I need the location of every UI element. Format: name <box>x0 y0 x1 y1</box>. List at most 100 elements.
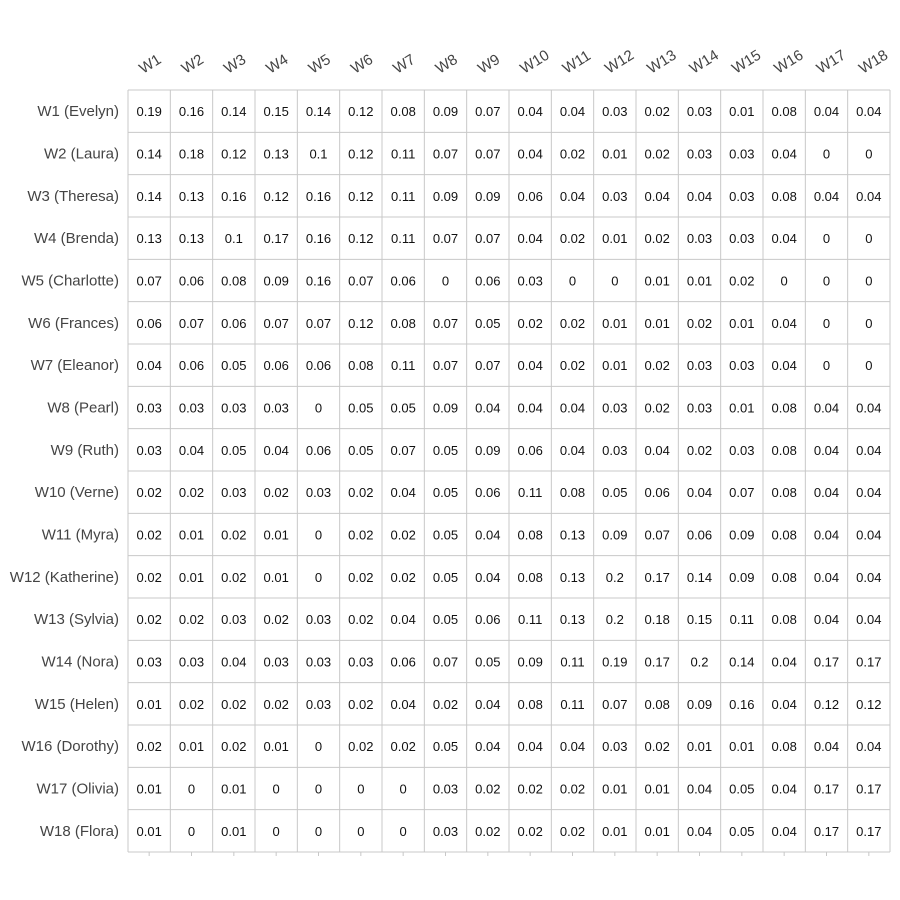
table-cell-value: 0.04 <box>475 401 500 416</box>
table-cell-value: 0.01 <box>729 316 754 331</box>
table-cell-value: 0.03 <box>687 358 712 373</box>
table-cell-value: 0.2 <box>606 612 624 627</box>
table-cell-value: 0 <box>823 358 830 373</box>
table-cell-value: 0.01 <box>602 824 627 839</box>
table-cell-value: 0.13 <box>264 147 289 162</box>
table-cell-value: 0.04 <box>814 443 839 458</box>
table-cell-value: 0.02 <box>348 697 373 712</box>
table-cell-value: 0.02 <box>560 231 585 246</box>
table-cell-value: 0.11 <box>730 612 754 627</box>
row-label: W2 (Laura) <box>44 146 119 163</box>
table-cell-value: 0.04 <box>687 189 712 204</box>
table-cell-value: 0.03 <box>687 401 712 416</box>
table-cell-value: 0.01 <box>645 316 670 331</box>
table-cell-value: 0.06 <box>306 358 331 373</box>
table-cell-value: 0.13 <box>560 528 585 543</box>
table-cell-value: 0.03 <box>179 401 204 416</box>
table-cell-value: 0.04 <box>814 104 839 119</box>
table-cell-value: 0 <box>865 358 872 373</box>
table-grid <box>127 89 891 856</box>
table-cell-value: 0.03 <box>306 485 331 500</box>
table-cell-value: 0 <box>569 274 576 289</box>
table-cell-value: 0 <box>823 231 830 246</box>
table-cell-value: 0.07 <box>475 358 500 373</box>
table-cell-value: 0.07 <box>179 316 204 331</box>
table-cell-value: 0.12 <box>348 316 373 331</box>
table-cell-value: 0.01 <box>137 824 162 839</box>
table-cell-value: 0 <box>781 274 788 289</box>
table-cell-value: 0 <box>273 782 280 797</box>
table-cell-value: 0.16 <box>179 104 204 119</box>
table-cell-value: 0.02 <box>221 528 246 543</box>
table-cell-value: 0.17 <box>814 824 839 839</box>
table-cell-value: 0.01 <box>602 358 627 373</box>
table-cell-value: 0.04 <box>814 570 839 585</box>
table-cell-value: 0.05 <box>433 612 458 627</box>
table-cell-value: 0.02 <box>687 443 712 458</box>
table-cell-value: 0 <box>865 231 872 246</box>
table-cell-value: 0.03 <box>687 147 712 162</box>
table-cell-value: 0.17 <box>814 782 839 797</box>
table-cell-value: 0.14 <box>137 189 162 204</box>
table-cell-value: 0.1 <box>309 147 327 162</box>
table-cell-value: 0.03 <box>137 401 162 416</box>
table-cell-value: 0.04 <box>221 655 246 670</box>
table-cell-value: 0.02 <box>137 570 162 585</box>
table-cell-value: 0.12 <box>264 189 289 204</box>
table-cell-value: 0.02 <box>264 612 289 627</box>
row-label: W18 (Flora) <box>40 823 119 840</box>
table-cell-value: 0.04 <box>772 655 797 670</box>
table-cell-value: 0.04 <box>518 231 543 246</box>
table-cell-value: 0.02 <box>137 528 162 543</box>
table-cell-value: 0.2 <box>690 655 708 670</box>
table-cell-value: 0.11 <box>391 189 415 204</box>
table-cell-value: 0.04 <box>475 739 500 754</box>
table-cell-value: 0.01 <box>264 528 289 543</box>
table-cell-value: 0.04 <box>560 739 585 754</box>
table-cell-value: 0.02 <box>137 739 162 754</box>
table-cell-value: 0.17 <box>814 655 839 670</box>
row-label: W9 (Ruth) <box>51 442 119 459</box>
table-cell-value: 0.05 <box>348 443 373 458</box>
table-cell-value: 0.14 <box>306 104 331 119</box>
table-cell-value: 0.02 <box>179 612 204 627</box>
table-cell-value: 0.04 <box>856 401 881 416</box>
table-cell-value: 0.04 <box>772 358 797 373</box>
table-cell-value: 0.04 <box>645 443 670 458</box>
table-cell-value: 0.02 <box>391 739 416 754</box>
table-cell-value: 0.04 <box>772 782 797 797</box>
table-cell-value: 0 <box>357 824 364 839</box>
table-cell-value: 0.04 <box>179 443 204 458</box>
table-cell-value: 0.02 <box>560 147 585 162</box>
table-cell-value: 0.11 <box>391 231 415 246</box>
table-cell-value: 0.03 <box>729 231 754 246</box>
table-cell-value: 0.04 <box>687 485 712 500</box>
table-cell-value: 0.07 <box>433 358 458 373</box>
table-cell-value: 0.02 <box>391 570 416 585</box>
column-label: W15 <box>729 47 764 78</box>
table-cell-value: 0.05 <box>729 782 754 797</box>
table-cell-value: 0.03 <box>729 147 754 162</box>
table-cell-value: 0 <box>865 274 872 289</box>
table-cell-value: 0.04 <box>391 485 416 500</box>
table-cell-value: 0.07 <box>306 316 331 331</box>
table-cell-value: 0.05 <box>475 655 500 670</box>
row-label: W4 (Brenda) <box>34 230 119 247</box>
table-cell-value: 0.04 <box>560 189 585 204</box>
table-cell-value: 0 <box>611 274 618 289</box>
table-cell-value: 0.07 <box>433 147 458 162</box>
table-cell-value: 0 <box>273 824 280 839</box>
table-cell-value: 0 <box>865 316 872 331</box>
table-cell-value: 0.04 <box>856 443 881 458</box>
table-cell-value: 0.09 <box>518 655 543 670</box>
table-cell-value: 0.02 <box>475 824 500 839</box>
column-label: W6 <box>348 51 376 77</box>
table-cell-value: 0.07 <box>475 104 500 119</box>
row-label: W14 (Nora) <box>41 654 119 671</box>
table-cell-value: 0.02 <box>348 612 373 627</box>
table-cell-value: 0.04 <box>475 528 500 543</box>
table-cell-value: 0.03 <box>137 443 162 458</box>
table-cell-value: 0 <box>315 782 322 797</box>
table-cell-value: 0.19 <box>137 104 162 119</box>
table-cell-value: 0.02 <box>348 528 373 543</box>
